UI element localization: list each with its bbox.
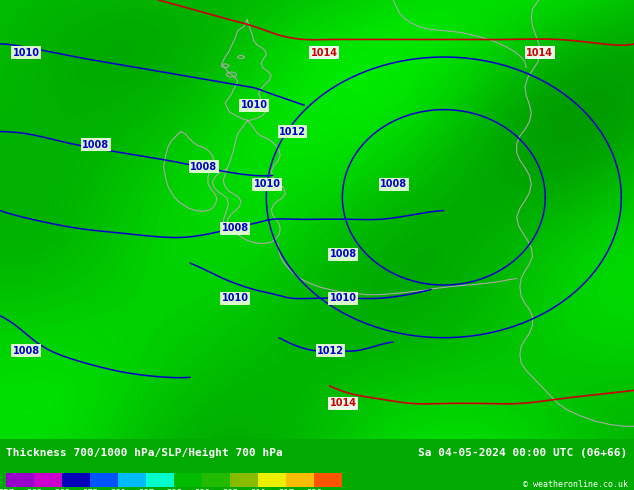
Text: 1010: 1010	[222, 293, 249, 303]
Bar	[202, 473, 230, 488]
Bar	[62, 473, 90, 488]
Text: 1012: 1012	[279, 126, 306, 137]
Bar	[146, 473, 174, 488]
Bar	[314, 473, 342, 488]
Text: © weatheronline.co.uk: © weatheronline.co.uk	[522, 480, 628, 489]
Bar	[174, 473, 202, 488]
Bar	[119, 473, 146, 488]
Text: 1014: 1014	[311, 48, 338, 58]
Bar	[230, 473, 259, 488]
Text: Sa 04-05-2024 00:00 UTC (06+66): Sa 04-05-2024 00:00 UTC (06+66)	[418, 448, 628, 458]
Text: 1008: 1008	[82, 140, 110, 150]
Text: 1008: 1008	[222, 223, 249, 233]
Text: 1008: 1008	[190, 162, 217, 172]
Bar	[34, 473, 62, 488]
Text: 1008: 1008	[13, 346, 40, 356]
Text: 1010: 1010	[13, 48, 40, 58]
Bar	[287, 473, 314, 488]
Text: 1008: 1008	[330, 249, 357, 259]
Text: 1014: 1014	[526, 48, 553, 58]
Text: 1014: 1014	[330, 398, 357, 409]
Text: 1012: 1012	[317, 346, 344, 356]
Bar	[91, 473, 119, 488]
Bar	[6, 473, 34, 488]
Text: 1008: 1008	[380, 179, 408, 189]
Text: 1010: 1010	[241, 100, 268, 110]
Text: 1010: 1010	[330, 293, 357, 303]
Bar	[259, 473, 287, 488]
Text: Thickness 700/1000 hPa/SLP/Height 700 hPa: Thickness 700/1000 hPa/SLP/Height 700 hP…	[6, 448, 283, 458]
Text: 1010: 1010	[254, 179, 281, 189]
